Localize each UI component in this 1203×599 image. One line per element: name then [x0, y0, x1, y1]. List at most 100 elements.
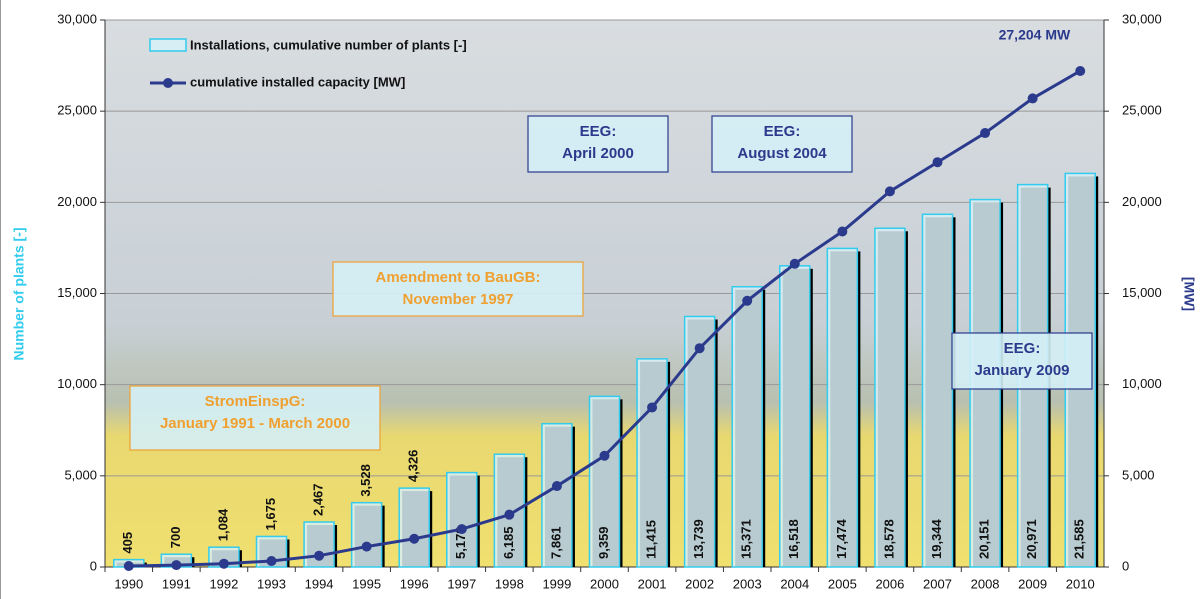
data-label: 6,185 [501, 526, 516, 559]
annotation-text: Amendment to BauGB: [376, 269, 541, 286]
data-label: 20,971 [1024, 519, 1039, 559]
y-tick-label: 25,000 [57, 103, 97, 118]
line-marker [695, 343, 705, 353]
x-tick-label: 2010 [1066, 576, 1095, 591]
x-tick-label: 2000 [590, 576, 619, 591]
data-label: 19,344 [929, 518, 944, 559]
annotation-text: EEG: [580, 123, 617, 140]
legend-label: Installations, cumulative number of plan… [190, 37, 467, 52]
y2-axis-title: [MW] [1181, 277, 1197, 311]
line-marker [219, 559, 229, 569]
data-label: 4,326 [406, 450, 421, 483]
line-marker [504, 510, 514, 520]
y2-tick-label: 20,000 [1122, 194, 1162, 209]
data-label: 21,585 [1072, 519, 1087, 559]
x-tick-label: 1997 [447, 576, 476, 591]
line-marker [1028, 93, 1038, 103]
x-tick-label: 1993 [257, 576, 286, 591]
x-tick-label: 2007 [923, 576, 952, 591]
data-label: 11,415 [644, 520, 659, 559]
bar [875, 228, 905, 567]
annotation-text: EEG: [764, 123, 801, 140]
annotation: StromEinspG: January 1991 - March 2000 [130, 386, 380, 450]
y2-tick-label: 0 [1122, 558, 1129, 573]
annotation-text: August 2004 [737, 145, 827, 162]
data-label: 20,151 [977, 519, 992, 559]
data-label: 1,084 [215, 508, 230, 541]
legend-marker [163, 78, 173, 88]
y-tick-label: 0 [90, 558, 97, 573]
line-marker [790, 259, 800, 269]
annotation-text: EEG: [1004, 340, 1041, 357]
annotation-text: April 2000 [562, 145, 634, 162]
bar [827, 248, 857, 567]
y-tick-label: 10,000 [57, 376, 97, 391]
x-tick-label: 2009 [1018, 576, 1047, 591]
x-tick-label: 2001 [638, 576, 667, 591]
legend-label: cumulative installed capacity [MW] [190, 74, 405, 89]
x-tick-label: 1991 [162, 576, 191, 591]
annotation: EEG: April 2000 [528, 116, 668, 172]
annotation-text: November 1997 [403, 291, 514, 308]
line-marker [933, 157, 943, 167]
annotation: Amendment to BauGB: November 1997 [333, 262, 583, 316]
x-tick-label: 2006 [875, 576, 904, 591]
line-marker [362, 542, 372, 552]
line-marker [980, 128, 990, 138]
x-tick-label: 2002 [685, 576, 714, 591]
line-marker [124, 561, 134, 571]
y2-tick-label: 10,000 [1122, 376, 1162, 391]
x-tick-label: 1992 [209, 576, 238, 591]
x-tick-label: 1998 [495, 576, 524, 591]
y-axis-title: Number of plants [-] [11, 228, 27, 361]
data-label: 9,359 [596, 526, 611, 559]
data-label: 700 [168, 527, 183, 549]
line-marker [600, 451, 610, 461]
y-tick-label: 30,000 [57, 11, 97, 26]
annotation: EEG: January 2009 [952, 333, 1092, 389]
x-tick-label: 1994 [305, 576, 334, 591]
data-label: 13,739 [691, 519, 706, 559]
line-marker [552, 481, 562, 491]
y2-tick-label: 30,000 [1122, 11, 1162, 26]
data-label: 17,474 [834, 518, 849, 559]
line-marker [409, 534, 419, 544]
line-marker [885, 186, 895, 196]
data-label: 7,861 [548, 526, 563, 559]
bar [399, 488, 429, 567]
data-label: 2,467 [311, 483, 326, 516]
bar [923, 214, 953, 567]
x-tick-label: 1990 [114, 576, 143, 591]
line-marker [267, 556, 277, 566]
annotation-text: January 1991 - March 2000 [160, 415, 350, 432]
bar [352, 503, 382, 567]
annotation-text: January 2009 [974, 362, 1069, 379]
x-tick-label: 1995 [352, 576, 381, 591]
final-label: 27,204 MW [999, 27, 1071, 43]
y-tick-label: 15,000 [57, 285, 97, 300]
x-tick-label: 1996 [400, 576, 429, 591]
y2-tick-label: 25,000 [1122, 103, 1162, 118]
y2-tick-label: 15,000 [1122, 285, 1162, 300]
data-label: 3,528 [358, 464, 373, 497]
x-tick-label: 2008 [971, 576, 1000, 591]
legend-swatch [150, 39, 186, 51]
line-marker [171, 560, 181, 570]
annotation: EEG: August 2004 [712, 116, 852, 172]
y-tick-label: 5,000 [64, 467, 97, 482]
data-label: 16,518 [786, 519, 801, 559]
x-tick-label: 2004 [780, 576, 809, 591]
line-marker [647, 402, 657, 412]
line-marker [457, 524, 467, 534]
data-label: 1,675 [263, 498, 278, 531]
line-marker [837, 227, 847, 237]
line-marker [742, 296, 752, 306]
x-tick-label: 1999 [542, 576, 571, 591]
line-marker [314, 551, 324, 561]
data-label: 15,371 [739, 519, 754, 559]
line-marker [1075, 66, 1085, 76]
x-tick-label: 2005 [828, 576, 857, 591]
y-tick-label: 20,000 [57, 194, 97, 209]
y2-tick-label: 5,000 [1122, 467, 1155, 482]
annotation-text: StromEinspG: [205, 393, 306, 410]
